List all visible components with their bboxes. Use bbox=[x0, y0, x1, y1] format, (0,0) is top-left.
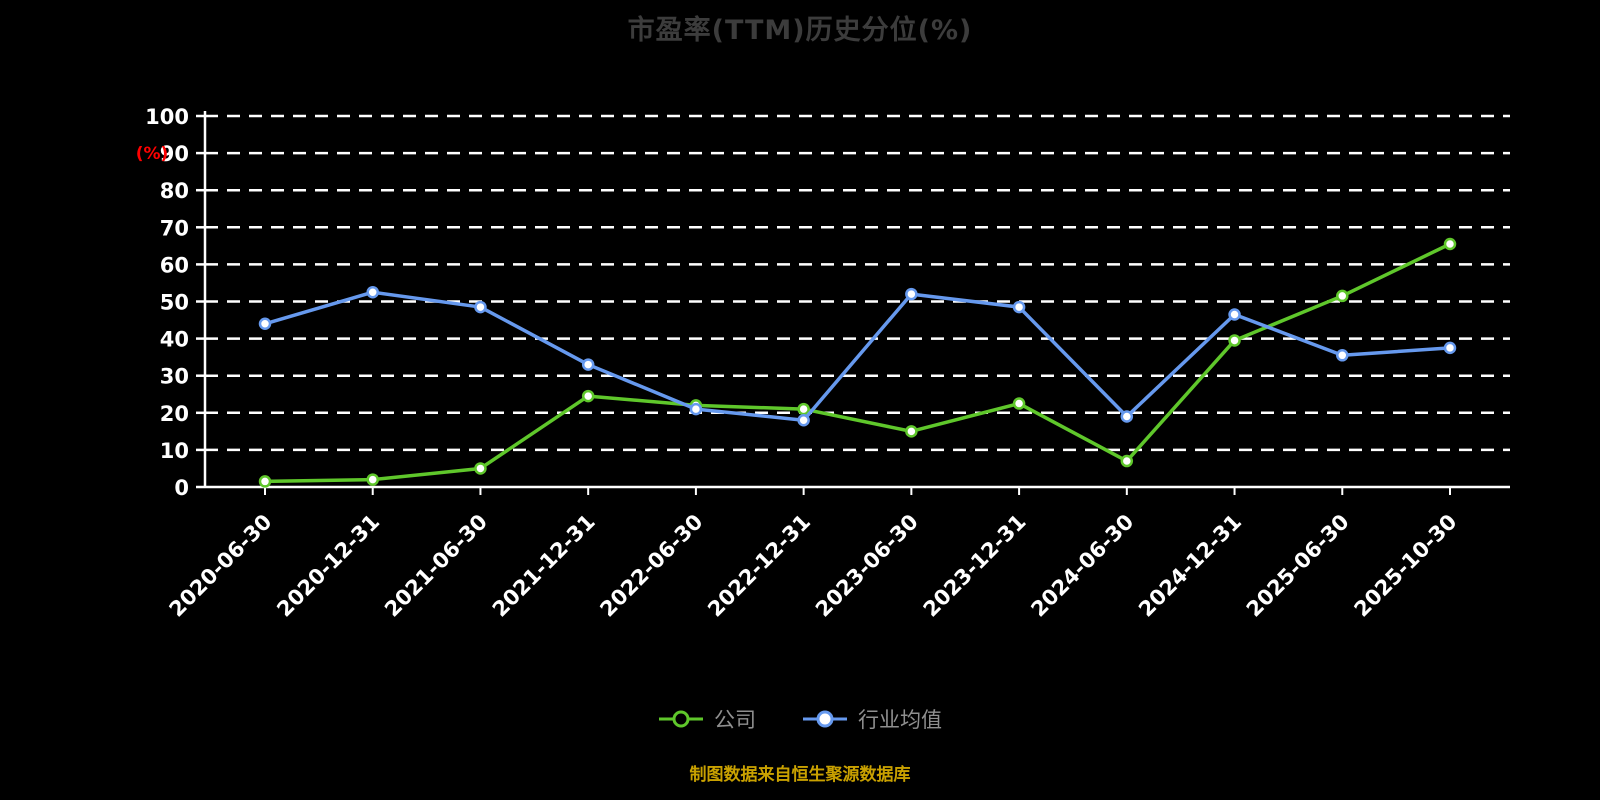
data-point[interactable] bbox=[1336, 349, 1349, 362]
y-tick-label: 90 bbox=[160, 142, 189, 166]
data-point[interactable] bbox=[366, 473, 379, 486]
data-point[interactable] bbox=[797, 402, 810, 416]
data-point[interactable] bbox=[905, 287, 918, 301]
x-tick-label: 2021-12-31 bbox=[488, 510, 600, 622]
data-point[interactable] bbox=[1443, 237, 1457, 251]
data-point[interactable] bbox=[1228, 308, 1241, 321]
series-industry-average bbox=[258, 285, 1457, 427]
axes bbox=[203, 111, 1510, 489]
data-point[interactable] bbox=[689, 402, 703, 416]
y-tick-label: 30 bbox=[160, 365, 189, 389]
y-tick-label: 10 bbox=[160, 439, 189, 463]
data-point[interactable] bbox=[258, 317, 272, 331]
gridlines bbox=[205, 114, 1510, 452]
source-note: 制图数据来自恒生聚源数据库 bbox=[689, 765, 911, 785]
series-line bbox=[263, 290, 1452, 422]
y-tick-label: 0 bbox=[174, 476, 189, 500]
x-tick-label: 2022-12-31 bbox=[703, 510, 815, 622]
data-point[interactable] bbox=[1443, 341, 1457, 355]
x-tick-label: 2025-06-30 bbox=[1242, 510, 1354, 622]
y-tick-label: 60 bbox=[160, 253, 189, 277]
data-point[interactable] bbox=[905, 425, 918, 438]
data-point[interactable] bbox=[1336, 289, 1349, 303]
data-point[interactable] bbox=[1012, 300, 1026, 314]
data-point[interactable] bbox=[797, 413, 810, 427]
y-tick-label: 100 bbox=[145, 105, 189, 129]
data-point[interactable] bbox=[581, 358, 595, 371]
y-axis: 0 10 20 30 40 50 60 70 80 90 100 bbox=[145, 105, 205, 500]
chart-legend: 公司 行业均值 bbox=[0, 704, 1600, 734]
data-point[interactable] bbox=[474, 462, 487, 475]
legend-label-industry-average: 行业均值 bbox=[858, 708, 942, 732]
x-tick-label: 2024-06-30 bbox=[1026, 510, 1138, 622]
x-axis: 2020-06-302020-12-312021-06-302021-12-31… bbox=[165, 487, 1462, 622]
data-point[interactable] bbox=[258, 475, 272, 488]
x-tick-label: 2025-10-30 bbox=[1350, 510, 1462, 622]
x-tick-label: 2022-06-30 bbox=[595, 510, 707, 622]
legend-item-company[interactable]: 公司 bbox=[658, 704, 756, 734]
y-tick-label: 80 bbox=[160, 179, 189, 203]
legend-label-company: 公司 bbox=[714, 708, 756, 732]
x-tick-label: 2020-12-31 bbox=[272, 510, 384, 622]
x-tick-label: 2023-12-31 bbox=[919, 510, 1031, 622]
company-series-marker-icon bbox=[659, 710, 703, 728]
x-tick-label: 2021-06-30 bbox=[380, 510, 492, 622]
series-line bbox=[263, 242, 1452, 484]
data-point[interactable] bbox=[1012, 397, 1026, 410]
data-point[interactable] bbox=[1120, 454, 1134, 468]
data-point[interactable] bbox=[1120, 410, 1134, 423]
data-point[interactable] bbox=[366, 285, 379, 299]
x-tick-label: 2023-06-30 bbox=[811, 510, 923, 622]
y-tick-label: 20 bbox=[160, 402, 189, 426]
series-company bbox=[258, 237, 1457, 488]
data-point[interactable] bbox=[581, 389, 595, 403]
y-tick-label: 50 bbox=[160, 291, 189, 315]
industry-average-series-marker-icon bbox=[803, 710, 847, 728]
y-tick-label: 40 bbox=[160, 328, 189, 352]
y-tick-label: 70 bbox=[160, 216, 189, 240]
data-point[interactable] bbox=[474, 300, 487, 314]
y-axis-unit-label: (%) bbox=[136, 144, 169, 164]
x-tick-label: 2020-06-30 bbox=[165, 510, 277, 622]
legend-item-industry-average[interactable]: 行业均值 bbox=[802, 704, 942, 734]
chart-title: 市盈率(TTM)历史分位(%) bbox=[627, 15, 973, 46]
x-tick-label: 2024-12-31 bbox=[1134, 510, 1246, 622]
data-point[interactable] bbox=[1228, 334, 1241, 347]
